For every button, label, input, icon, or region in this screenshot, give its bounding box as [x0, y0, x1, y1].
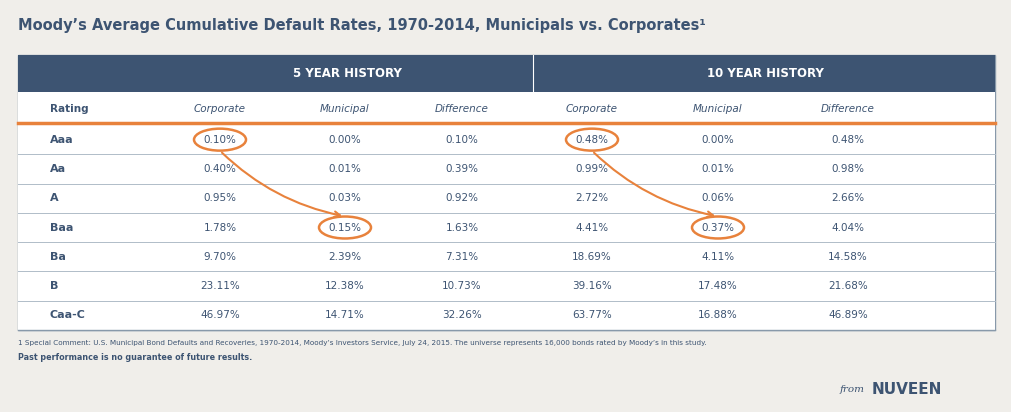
- Bar: [18, 213, 995, 242]
- Text: 18.69%: 18.69%: [572, 252, 612, 262]
- Text: 4.04%: 4.04%: [831, 222, 864, 232]
- Bar: [18, 184, 995, 213]
- Text: 0.99%: 0.99%: [575, 164, 609, 174]
- Text: 0.00%: 0.00%: [702, 135, 734, 145]
- Text: 0.37%: 0.37%: [702, 222, 735, 232]
- Bar: [18, 154, 995, 184]
- Text: 23.11%: 23.11%: [200, 281, 240, 291]
- Text: 32.26%: 32.26%: [442, 310, 482, 321]
- Text: 14.71%: 14.71%: [326, 310, 365, 321]
- Text: Past performance is no guarantee of future results.: Past performance is no guarantee of futu…: [18, 353, 253, 362]
- Text: 21.68%: 21.68%: [828, 281, 867, 291]
- Text: Moody’s Average Cumulative Default Rates, 1970-2014, Municipals vs. Corporates¹: Moody’s Average Cumulative Default Rates…: [18, 18, 706, 33]
- Text: 0.92%: 0.92%: [446, 193, 478, 203]
- Bar: [18, 55, 995, 92]
- Text: 0.95%: 0.95%: [203, 193, 237, 203]
- Text: 9.70%: 9.70%: [203, 252, 237, 262]
- Text: 4.41%: 4.41%: [575, 222, 609, 232]
- Text: 0.48%: 0.48%: [575, 135, 609, 145]
- Text: 0.06%: 0.06%: [702, 193, 734, 203]
- Bar: [18, 92, 995, 125]
- Text: Baa: Baa: [50, 222, 74, 232]
- Text: 0.48%: 0.48%: [831, 135, 864, 145]
- Text: 39.16%: 39.16%: [572, 281, 612, 291]
- Text: B: B: [50, 281, 59, 291]
- Text: 1 Special Comment: U.S. Municipal Bond Defaults and Recoveries, 1970-2014, Moody: 1 Special Comment: U.S. Municipal Bond D…: [18, 340, 707, 346]
- Bar: [18, 242, 995, 272]
- Bar: [18, 55, 995, 330]
- Text: 12.38%: 12.38%: [326, 281, 365, 291]
- Text: Ba: Ba: [50, 252, 66, 262]
- Text: 0.98%: 0.98%: [831, 164, 864, 174]
- Text: from: from: [840, 386, 865, 395]
- Text: 0.39%: 0.39%: [446, 164, 478, 174]
- Text: 16.88%: 16.88%: [699, 310, 738, 321]
- Text: 17.48%: 17.48%: [699, 281, 738, 291]
- Text: 14.58%: 14.58%: [828, 252, 867, 262]
- Text: Aa: Aa: [50, 164, 66, 174]
- Bar: [18, 301, 995, 330]
- Text: Municipal: Municipal: [694, 103, 743, 113]
- Text: 4.11%: 4.11%: [702, 252, 735, 262]
- Text: 2.72%: 2.72%: [575, 193, 609, 203]
- Text: Aaa: Aaa: [50, 135, 74, 145]
- Text: 0.10%: 0.10%: [446, 135, 478, 145]
- Bar: [18, 125, 995, 154]
- Text: NUVEEN: NUVEEN: [872, 382, 942, 398]
- Text: Difference: Difference: [821, 103, 875, 113]
- Text: 2.39%: 2.39%: [329, 252, 362, 262]
- Text: Caa-C: Caa-C: [50, 310, 86, 321]
- Text: 0.00%: 0.00%: [329, 135, 361, 145]
- Text: 10.73%: 10.73%: [442, 281, 482, 291]
- Text: 5 YEAR HISTORY: 5 YEAR HISTORY: [293, 67, 402, 80]
- Text: 7.31%: 7.31%: [446, 252, 478, 262]
- Text: A: A: [50, 193, 59, 203]
- Text: 2.66%: 2.66%: [831, 193, 864, 203]
- Bar: [18, 272, 995, 301]
- Text: 0.10%: 0.10%: [203, 135, 237, 145]
- Text: 0.40%: 0.40%: [203, 164, 237, 174]
- Text: Municipal: Municipal: [320, 103, 370, 113]
- Text: Rating: Rating: [50, 103, 89, 113]
- Text: 0.01%: 0.01%: [329, 164, 362, 174]
- Text: 0.15%: 0.15%: [329, 222, 362, 232]
- Text: 10 YEAR HISTORY: 10 YEAR HISTORY: [707, 67, 823, 80]
- Text: 1.63%: 1.63%: [446, 222, 478, 232]
- Text: 63.77%: 63.77%: [572, 310, 612, 321]
- Text: 46.89%: 46.89%: [828, 310, 867, 321]
- Text: Corporate: Corporate: [566, 103, 618, 113]
- Text: Difference: Difference: [435, 103, 489, 113]
- Text: 0.01%: 0.01%: [702, 164, 734, 174]
- Text: 1.78%: 1.78%: [203, 222, 237, 232]
- Text: 46.97%: 46.97%: [200, 310, 240, 321]
- Text: Corporate: Corporate: [194, 103, 246, 113]
- Text: 0.03%: 0.03%: [329, 193, 362, 203]
